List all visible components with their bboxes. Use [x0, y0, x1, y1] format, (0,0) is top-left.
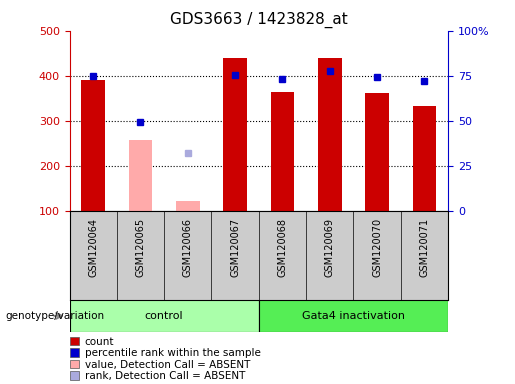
Bar [70, 337, 79, 345]
Text: value, Detection Call = ABSENT: value, Detection Call = ABSENT [84, 360, 250, 370]
Bar [70, 371, 79, 379]
Bar [365, 93, 389, 211]
Bar [318, 58, 341, 211]
Text: GSM120067: GSM120067 [230, 218, 240, 277]
Text: Gata4 inactivation: Gata4 inactivation [302, 311, 405, 321]
Text: count: count [84, 337, 114, 347]
Bar [81, 80, 105, 211]
Text: GSM120071: GSM120071 [419, 218, 430, 277]
Text: genotype/variation: genotype/variation [5, 311, 104, 321]
Bar [129, 141, 152, 211]
Text: GSM120064: GSM120064 [88, 218, 98, 277]
Text: GSM120069: GSM120069 [325, 218, 335, 277]
Bar [70, 300, 259, 332]
Text: GSM120070: GSM120070 [372, 218, 382, 277]
Text: GSM120065: GSM120065 [135, 218, 146, 277]
Bar [413, 106, 436, 211]
Bar [270, 92, 294, 211]
Text: control: control [145, 311, 183, 321]
Text: percentile rank within the sample: percentile rank within the sample [84, 348, 261, 358]
Bar [176, 201, 200, 211]
Bar [259, 300, 448, 332]
Bar [224, 58, 247, 211]
Bar [70, 360, 79, 368]
Title: GDS3663 / 1423828_at: GDS3663 / 1423828_at [170, 12, 348, 28]
Text: GSM120068: GSM120068 [278, 218, 287, 277]
Text: rank, Detection Call = ABSENT: rank, Detection Call = ABSENT [84, 371, 245, 381]
Bar [70, 348, 79, 356]
Text: GSM120066: GSM120066 [183, 218, 193, 277]
